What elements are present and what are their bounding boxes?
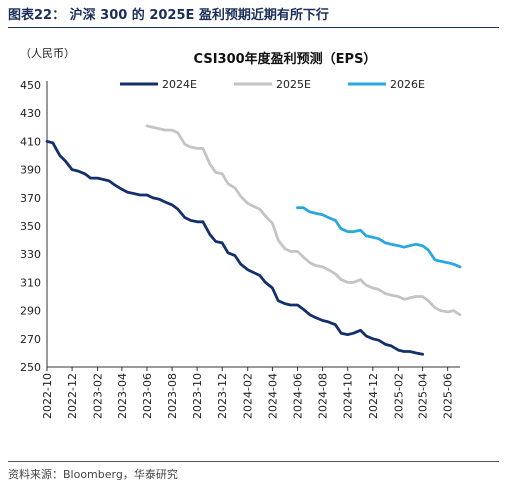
y-tick-label: 350 bbox=[20, 220, 41, 233]
title-divider bbox=[8, 27, 499, 28]
x-tick-label: 2023-04 bbox=[116, 373, 129, 419]
legend-label-2024E: 2024E bbox=[162, 78, 197, 91]
legend: 2024E 2025E 2026E bbox=[120, 78, 425, 91]
x-tick-label: 2024-12 bbox=[367, 373, 380, 419]
series-line-2025E bbox=[145, 124, 462, 317]
chart-title: CSI300年度盈利预测（EPS） bbox=[194, 51, 377, 67]
series-line-2026E bbox=[296, 206, 462, 269]
source-divider bbox=[8, 461, 499, 462]
x-tick-label: 2023-10 bbox=[191, 373, 204, 419]
x-tick-label: 2023-08 bbox=[166, 373, 179, 419]
figure-title: 图表22： 沪深 300 的 2025E 盈利预期近期有所下行 bbox=[8, 8, 329, 23]
x-tick-label: 2023-02 bbox=[92, 373, 105, 419]
x-tick-label: 2024-04 bbox=[266, 373, 279, 419]
source-note: 资料来源：Bloomberg，华泰研究 bbox=[8, 468, 178, 481]
x-tick-label: 2024-10 bbox=[342, 373, 355, 419]
y-axis-unit-label: （人民币） bbox=[20, 47, 75, 60]
x-tick-label: 2023-12 bbox=[216, 373, 229, 419]
series-lines bbox=[45, 124, 462, 356]
y-tick-label: 370 bbox=[20, 192, 41, 205]
x-tick-label: 2025-04 bbox=[417, 373, 430, 419]
y-tick-label: 410 bbox=[20, 135, 41, 148]
x-tick-label: 2024-08 bbox=[317, 373, 330, 419]
x-tick-label: 2023-06 bbox=[141, 373, 154, 419]
series-line-2024E bbox=[45, 139, 425, 356]
eps-line-chart: CSI300年度盈利预测（EPS） （人民币） 2024E 2025E 2026E … bbox=[20, 47, 462, 419]
x-tick-label: 2022-10 bbox=[41, 373, 54, 419]
x-tick-label: 2022-12 bbox=[66, 373, 79, 419]
x-tick-label: 2024-06 bbox=[292, 373, 305, 419]
y-tick-label: 430 bbox=[20, 107, 41, 120]
y-axis: 250 270 290 310 330 350 370 390 410 430 450 bbox=[20, 79, 48, 374]
x-axis: 2022-10 2022-12 2023-02 2023-04 2023-06 2023-… bbox=[41, 366, 460, 419]
x-tick-label: 2024-02 bbox=[242, 373, 255, 419]
x-tick-label: 2025-02 bbox=[392, 373, 405, 419]
y-tick-label: 450 bbox=[20, 79, 41, 92]
y-tick-label: 270 bbox=[20, 333, 41, 346]
y-tick-label: 250 bbox=[20, 361, 41, 374]
x-tick-label: 2025-06 bbox=[442, 373, 455, 419]
legend-label-2025E: 2025E bbox=[276, 78, 311, 91]
y-tick-label: 330 bbox=[20, 248, 41, 261]
y-tick-label: 290 bbox=[20, 305, 41, 318]
legend-label-2026E: 2026E bbox=[390, 78, 425, 91]
y-tick-label: 390 bbox=[20, 164, 41, 177]
y-tick-label: 310 bbox=[20, 276, 41, 289]
